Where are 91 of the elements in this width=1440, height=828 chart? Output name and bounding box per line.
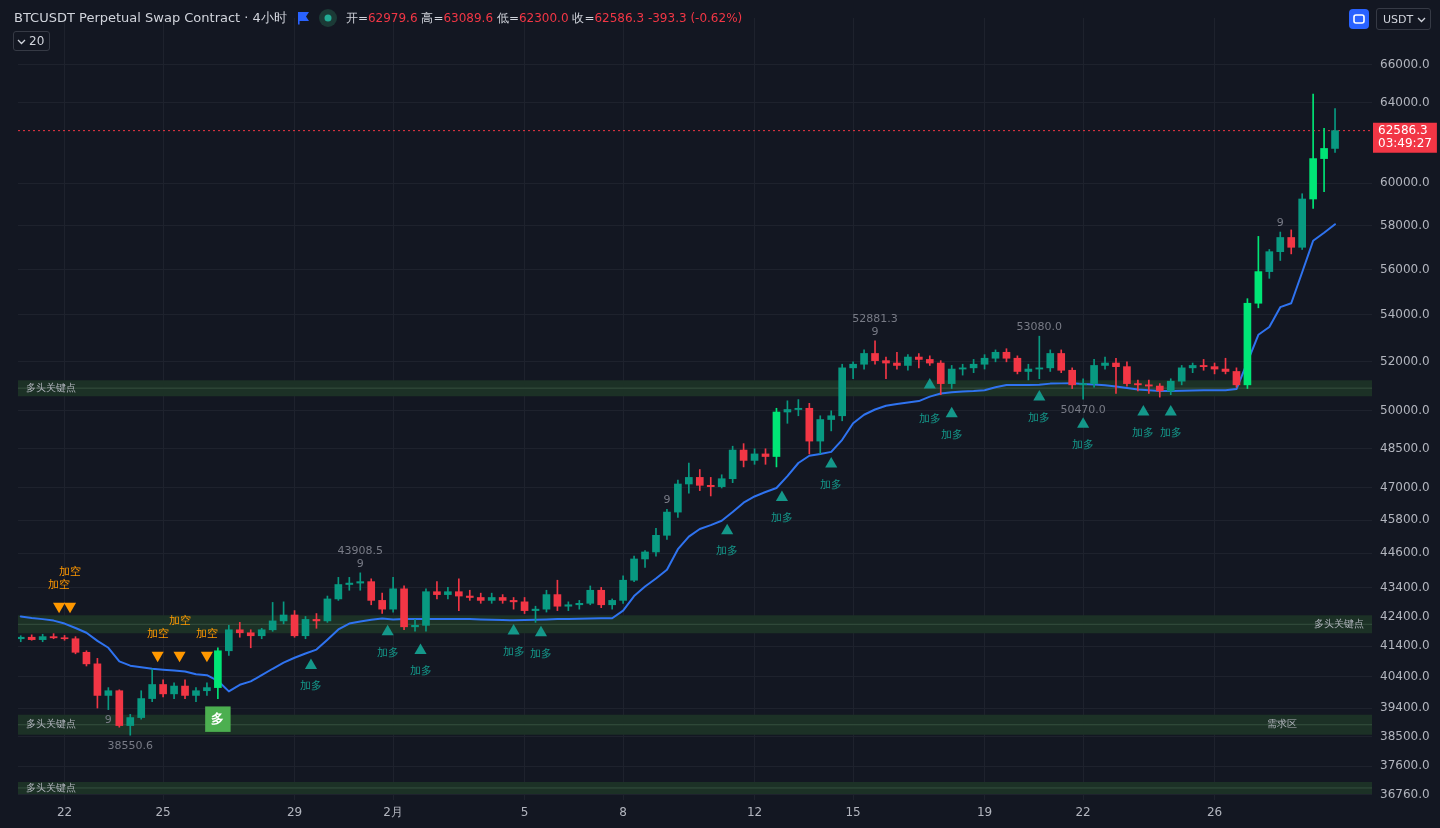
x-tick-label: 5	[520, 805, 529, 820]
x-tick-label: 26	[1206, 805, 1223, 820]
candlestick	[685, 462, 693, 494]
candlestick	[1079, 378, 1087, 400]
y-tick-label: 58000.0	[1380, 217, 1430, 232]
annotation: 9	[871, 324, 879, 338]
y-tick-label: 36760.0	[1380, 786, 1430, 801]
candlestick	[18, 635, 25, 643]
y-tick-label: 43400.0	[1380, 579, 1430, 594]
ref-line-label: 需求区	[1267, 718, 1297, 730]
annotation: 加多	[1028, 410, 1051, 424]
annotation: 加多	[299, 679, 322, 693]
y-tick-label: 50000.0	[1380, 402, 1430, 417]
annotation: 53080.0	[1016, 320, 1063, 334]
candlestick	[356, 572, 365, 591]
band-label: 多头关键点	[1314, 617, 1364, 629]
candlestick	[411, 619, 419, 632]
y-tick-label: 41400.0	[1380, 638, 1430, 653]
y-tick-label: 38500.0	[1380, 728, 1430, 743]
x-tick-label: 22	[56, 805, 73, 820]
annotation: 9	[663, 493, 671, 507]
candlestick	[706, 477, 715, 497]
candlestick	[1134, 379, 1142, 392]
y-tick-label: 45800.0	[1380, 512, 1430, 527]
y-tick-label: 48500.0	[1380, 440, 1430, 455]
annotation: 38550.6	[107, 739, 154, 753]
candlestick	[1320, 128, 1328, 192]
annotation: 加空	[146, 627, 169, 641]
annotation: 43908.5	[337, 543, 384, 557]
y-tick-label: 44600.0	[1380, 545, 1430, 560]
x-tick-label: 29	[286, 805, 303, 820]
band-label: 多头关键点	[26, 718, 76, 730]
x-tick-label: 15	[845, 805, 861, 820]
annotation: 加空	[195, 627, 218, 641]
y-tick-label: 66000.0	[1380, 56, 1430, 71]
y-tick-label: 39400.0	[1380, 700, 1430, 715]
y-tick-label: 40400.0	[1380, 668, 1430, 683]
x-tick-label: 2月	[383, 805, 403, 820]
candlestick	[893, 351, 901, 370]
candlestick	[827, 410, 836, 432]
x-tick-label: 19	[976, 805, 993, 820]
y-tick-label: 60000.0	[1380, 175, 1430, 190]
annotation: 加空	[168, 614, 191, 628]
y-tick-label: 64000.0	[1380, 94, 1430, 109]
y-tick-label: 52000.0	[1380, 353, 1430, 368]
annotation: 加多	[1132, 425, 1155, 439]
y-tick-label: 54000.0	[1380, 306, 1430, 321]
annotation: 加多	[918, 411, 941, 425]
y-tick-label: 37600.0	[1380, 758, 1430, 773]
annotation: 9	[104, 713, 112, 727]
candlestick	[455, 578, 463, 611]
annotation: 加多	[940, 427, 963, 441]
annotation: 多	[211, 710, 225, 726]
candlestick	[882, 356, 890, 380]
chart-title: BTCUSDT Perpetual Swap Contract · 4小时	[14, 9, 287, 27]
annotation: 52881.3	[852, 311, 898, 325]
annotation: 加多	[529, 646, 552, 660]
annotation: 9	[356, 556, 364, 570]
text: 开=62979.6 高=63089.6 低=62300.0 收=62586.3 -393.3 (-0.62%)	[345, 10, 743, 25]
annotation: 加多	[820, 477, 843, 491]
candlestick	[465, 589, 474, 601]
candlestick	[915, 353, 923, 369]
candlestick	[345, 577, 354, 591]
annotation: 加多	[716, 544, 739, 558]
candlestick	[246, 629, 255, 649]
annotation: 加多	[1072, 438, 1095, 452]
annotation: 加多	[409, 664, 432, 678]
candlestick	[433, 581, 441, 600]
x-tick-label: 25	[155, 805, 171, 820]
y-tick-label: 47000.0	[1380, 480, 1430, 495]
annotation: 加多	[376, 645, 399, 659]
annotation: 加空	[48, 578, 71, 592]
annotation: 9	[1276, 215, 1284, 229]
annotation: 加多	[502, 644, 525, 658]
annotation: 加多	[770, 511, 793, 525]
band-label: 多头关键点	[26, 781, 76, 793]
x-tick-label: 22	[1075, 805, 1091, 820]
annotation: 加多	[1159, 425, 1182, 439]
annotation: 20	[29, 34, 45, 48]
annotation: 50470.0	[1060, 402, 1106, 416]
candlestick	[1112, 357, 1120, 394]
y-tick-label: 42400.0	[1380, 608, 1430, 623]
y-tick-label: 56000.0	[1380, 261, 1430, 276]
y-axis-title: USDT	[1383, 12, 1414, 26]
candlestick	[849, 361, 857, 380]
annotation: 加空	[59, 565, 82, 579]
band-label: 多头关键点	[26, 381, 76, 393]
x-tick-label: 8	[619, 805, 627, 820]
x-tick-label: 12	[746, 805, 763, 820]
ref-line-label: 62586.3 03:49:27	[1378, 122, 1432, 150]
candlestick	[235, 622, 244, 638]
